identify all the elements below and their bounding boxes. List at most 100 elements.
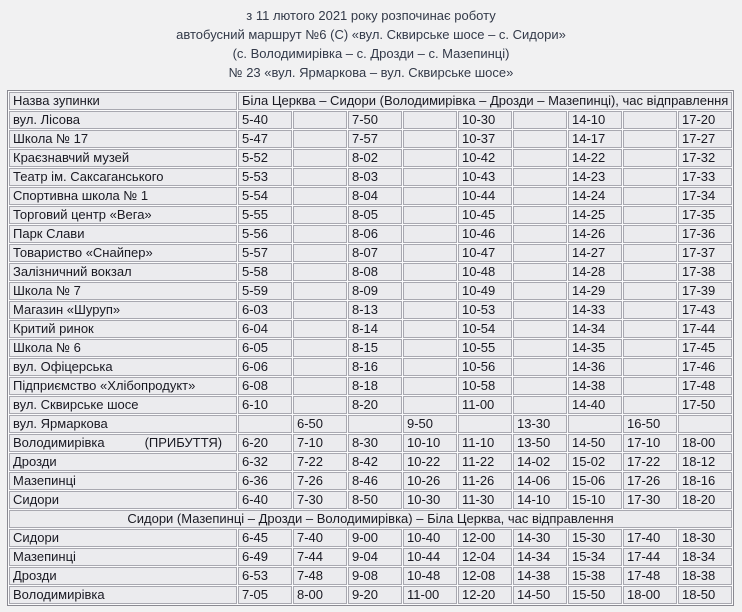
stop-name-cell: Школа № 6 xyxy=(9,339,237,357)
empty-time-cell xyxy=(623,168,677,186)
departure-time-cell: 14-50 xyxy=(568,434,622,452)
stop-name-cell: Володимирівка xyxy=(9,586,237,604)
empty-time-cell xyxy=(623,339,677,357)
timetable-row: Критий ринок 6-04 8-14 10-54 14-34 17-44 xyxy=(9,320,733,338)
departure-time-cell: 15-50 xyxy=(568,586,622,604)
empty-time-cell xyxy=(293,187,347,205)
departure-time-cell: 14-02 xyxy=(513,453,567,471)
departure-time-cell: 8-07 xyxy=(348,244,402,262)
departure-time-cell: 8-09 xyxy=(348,282,402,300)
departure-time-cell: 17-32 xyxy=(678,149,733,167)
departure-time-cell: 14-23 xyxy=(568,168,622,186)
empty-time-cell xyxy=(348,415,402,433)
departure-time-cell: 14-50 xyxy=(513,586,567,604)
departure-time-cell: 17-36 xyxy=(678,225,733,243)
timetable-row: Школа № 6 6-05 8-15 10-55 14-35 17-45 xyxy=(9,339,733,357)
departure-time-cell: 8-05 xyxy=(348,206,402,224)
departure-time-cell: 8-18 xyxy=(348,377,402,395)
departure-time-cell: 14-34 xyxy=(513,548,567,566)
stop-name: вул. Сквирське шосе xyxy=(13,397,139,412)
departure-time-cell: 14-40 xyxy=(568,396,622,414)
stop-name: Спортивна школа № 1 xyxy=(13,188,149,203)
empty-time-cell xyxy=(458,415,512,433)
stop-name-cell: вул. Лісова xyxy=(9,111,237,129)
stop-name-cell: Школа № 7 xyxy=(9,282,237,300)
departure-time-cell: 15-30 xyxy=(568,529,622,547)
departure-time-cell: 14-22 xyxy=(568,149,622,167)
empty-time-cell xyxy=(513,282,567,300)
empty-time-cell xyxy=(513,301,567,319)
departure-time-cell: 17-22 xyxy=(623,453,677,471)
empty-time-cell xyxy=(403,263,457,281)
departure-time-cell: 7-22 xyxy=(293,453,347,471)
stop-name-cell: Театр ім. Саксаганського xyxy=(9,168,237,186)
stop-name: Сидори xyxy=(13,530,59,545)
departure-time-cell: 18-00 xyxy=(678,434,733,452)
stop-name-cell: Сидори xyxy=(9,491,237,509)
departure-time-cell: 14-06 xyxy=(513,472,567,490)
stop-name: Школа № 7 xyxy=(13,283,81,298)
departure-time-cell: 15-34 xyxy=(568,548,622,566)
departure-time-cell: 6-20 xyxy=(238,434,292,452)
timetable-row: Сидори 6-40 7-30 8-50 10-30 11-30 14-10 15-10 17… xyxy=(9,491,733,509)
departure-time-cell: 18-30 xyxy=(678,529,733,547)
departure-time-cell: 8-50 xyxy=(348,491,402,509)
timetable-row: Парк Слави 5-56 8-06 10-46 14-26 17-36 xyxy=(9,225,733,243)
empty-time-cell xyxy=(293,377,347,395)
departure-time-cell: 18-50 xyxy=(678,586,733,604)
departure-time-cell: 11-22 xyxy=(458,453,512,471)
stop-name: Критий ринок xyxy=(13,321,94,336)
departure-time-cell: 14-10 xyxy=(513,491,567,509)
departure-time-cell: 10-48 xyxy=(403,567,457,585)
empty-time-cell xyxy=(293,130,347,148)
empty-time-cell xyxy=(623,320,677,338)
stop-name: Парк Слави xyxy=(13,226,85,241)
departure-time-cell: 8-00 xyxy=(293,586,347,604)
departure-time-cell: 14-36 xyxy=(568,358,622,376)
timetable-row: Школа № 7 5-59 8-09 10-49 14-29 17-39 xyxy=(9,282,733,300)
stop-name: Краєзнавчий музей xyxy=(13,150,130,165)
departure-time-cell: 17-45 xyxy=(678,339,733,357)
stop-name-cell: Торговий центр «Вега» xyxy=(9,206,237,224)
departure-time-cell: 10-54 xyxy=(458,320,512,338)
departure-time-cell: 17-46 xyxy=(678,358,733,376)
departure-time-cell: 17-43 xyxy=(678,301,733,319)
departure-time-cell: 11-00 xyxy=(458,396,512,414)
departure-time-cell: 5-40 xyxy=(238,111,292,129)
empty-time-cell xyxy=(513,187,567,205)
stop-name: вул. Лісова xyxy=(13,112,80,127)
departure-time-cell: 12-20 xyxy=(458,586,512,604)
departure-time-cell: 8-06 xyxy=(348,225,402,243)
departure-time-cell: 14-28 xyxy=(568,263,622,281)
stop-name: вул. Ярмаркова xyxy=(13,416,108,431)
empty-time-cell xyxy=(513,111,567,129)
departure-time-cell: 10-37 xyxy=(458,130,512,148)
empty-time-cell xyxy=(403,225,457,243)
departure-time-cell: 18-38 xyxy=(678,567,733,585)
departure-time-cell: 6-03 xyxy=(238,301,292,319)
departure-time-cell: 15-06 xyxy=(568,472,622,490)
empty-time-cell xyxy=(293,396,347,414)
empty-time-cell xyxy=(623,244,677,262)
departure-time-cell: 8-02 xyxy=(348,149,402,167)
bus-schedule-table: Назва зупинки Біла Церква – Сидори (Воло… xyxy=(7,90,735,606)
stop-name: Дрозди xyxy=(13,568,57,583)
departure-time-cell: 17-44 xyxy=(678,320,733,338)
departure-time-cell: 8-30 xyxy=(348,434,402,452)
departure-time-cell: 17-33 xyxy=(678,168,733,186)
departure-time-cell: 10-48 xyxy=(458,263,512,281)
stop-name: Школа № 6 xyxy=(13,340,81,355)
departure-time-cell: 10-26 xyxy=(403,472,457,490)
stop-name-cell: Магазин «Шуруп» xyxy=(9,301,237,319)
empty-time-cell xyxy=(403,111,457,129)
departure-time-cell: 10-56 xyxy=(458,358,512,376)
timetable-row: Мазепинці 6-49 7-44 9-04 10-44 12-04 14-34 15-3… xyxy=(9,548,733,566)
departure-time-cell: 10-58 xyxy=(458,377,512,395)
timetable-row: Підприємство «Хлібопродукт» 6-08 8-18 10-58… xyxy=(9,377,733,395)
timetable-row: Театр ім. Саксаганського 5-53 8-03 10-43 14-… xyxy=(9,168,733,186)
stop-name: Мазепинці xyxy=(13,473,76,488)
timetable-row: Залізничний вокзал 5-58 8-08 10-48 14-28 17-3… xyxy=(9,263,733,281)
stop-name: вул. Офіцерська xyxy=(13,359,113,374)
departure-time-cell: 17-30 xyxy=(623,491,677,509)
section-divider-row: Сидори (Мазепинці – Дрозди – Володимирів… xyxy=(9,510,733,528)
